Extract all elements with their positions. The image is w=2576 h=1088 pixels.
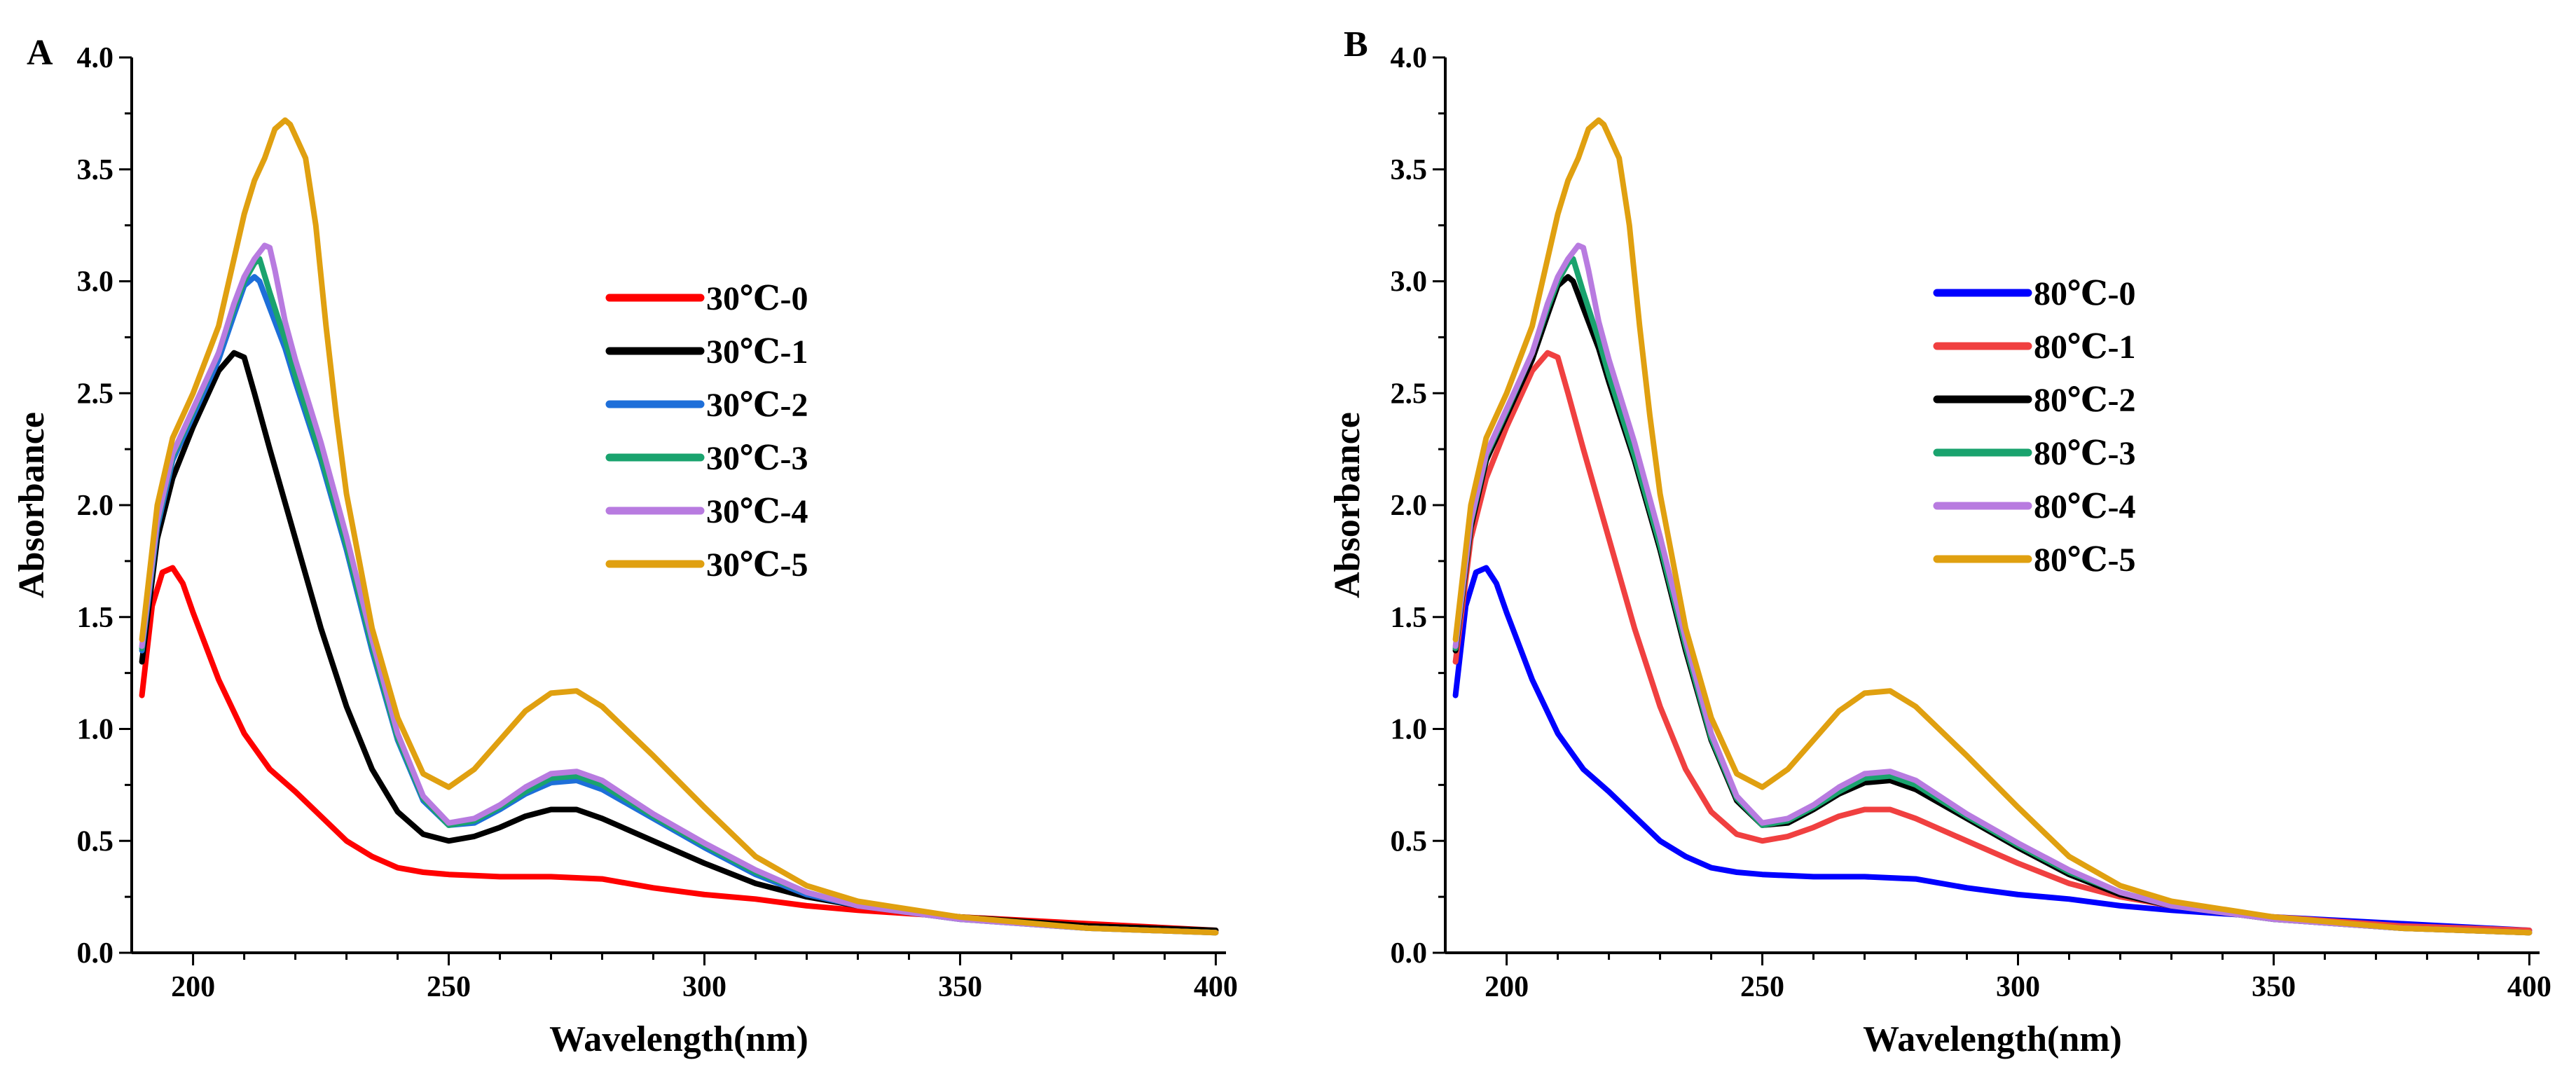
- x-tick-label: 200: [1485, 971, 1529, 1003]
- y-tick-label: 2.0: [1391, 490, 1428, 522]
- legend-label-5: 80℃-5: [2034, 542, 2136, 579]
- panel-b: 200 250 300 350 400 0.0 0.5 1.0 1.5 2.0 2.5 3.0 3.5 4…: [1328, 25, 2551, 1059]
- y-tick-label: 2.0: [77, 490, 114, 522]
- y-tick-label: 2.5: [1391, 378, 1428, 410]
- x-axis-title: Wavelength(nm): [549, 1019, 808, 1059]
- legend-label-0: 80℃-0: [2034, 275, 2136, 312]
- legend-label-2: 30℃-2: [706, 387, 808, 424]
- y-tick-label: 1.0: [77, 714, 114, 746]
- legend-label-4: 30℃-4: [706, 493, 808, 530]
- series-line-0: [1452, 565, 2533, 933]
- legend-label-5: 30℃-5: [706, 546, 808, 584]
- y-axis-title: Absorbance: [1328, 412, 1368, 598]
- y-tick-label: 4.0: [1391, 42, 1428, 74]
- series-line-5: [139, 117, 1219, 936]
- panel-label: B: [1344, 25, 1368, 64]
- series-line-1: [139, 350, 1219, 933]
- y-tick-label: 0.5: [77, 825, 114, 858]
- y-tick-label: 2.5: [77, 378, 114, 410]
- panel-a: 200 250 300 350 400 0.0 0.5 1.0 1.5 2.0 2.5 3.0 3.5 4…: [12, 33, 1238, 1059]
- y-tick-label: 0.0: [1391, 937, 1428, 970]
- series-line-0: [139, 565, 1219, 933]
- series-line-4: [139, 242, 1219, 936]
- y-tick-label: 1.0: [1391, 714, 1428, 746]
- series-line-5: [1452, 117, 2533, 936]
- y-tick-label: 0.0: [77, 937, 114, 970]
- legend-label-3: 80℃-3: [2034, 435, 2136, 472]
- y-tick-label: 3.0: [1391, 266, 1428, 298]
- y-tick-label: 0.5: [1391, 825, 1428, 858]
- x-axis-title: Wavelength(nm): [1863, 1019, 2122, 1059]
- legend-label-0: 30℃-0: [706, 280, 808, 317]
- y-axis-title: Absorbance: [12, 412, 52, 598]
- x-tick-label: 250: [427, 971, 471, 1003]
- legend-label-3: 30℃-3: [706, 440, 808, 477]
- x-tick-label: 300: [1996, 971, 2040, 1003]
- x-tick-label: 400: [1194, 971, 1238, 1003]
- y-tick-label: 1.5: [1391, 602, 1428, 634]
- x-tick-label: 350: [2252, 971, 2296, 1003]
- y-tick-label: 3.0: [77, 266, 114, 298]
- y-tick-label: 4.0: [77, 42, 114, 74]
- legend-label-1: 80℃-1: [2034, 329, 2136, 366]
- series-line-4: [1452, 242, 2533, 936]
- x-tick-label: 250: [1740, 971, 1784, 1003]
- x-tick-label: 350: [938, 971, 982, 1003]
- legend-label-1: 30℃-1: [706, 333, 808, 371]
- y-tick-label: 1.5: [77, 602, 114, 634]
- x-tick-label: 400: [2507, 971, 2551, 1003]
- y-tick-label: 3.5: [1391, 154, 1428, 186]
- panel-label: A: [27, 33, 53, 73]
- x-tick-label: 300: [682, 971, 726, 1003]
- series-line-1: [1452, 350, 2533, 933]
- y-tick-label: 3.5: [77, 154, 114, 186]
- legend-label-2: 80℃-2: [2034, 382, 2136, 419]
- legend-label-4: 80℃-4: [2034, 488, 2136, 525]
- x-tick-label: 200: [171, 971, 215, 1003]
